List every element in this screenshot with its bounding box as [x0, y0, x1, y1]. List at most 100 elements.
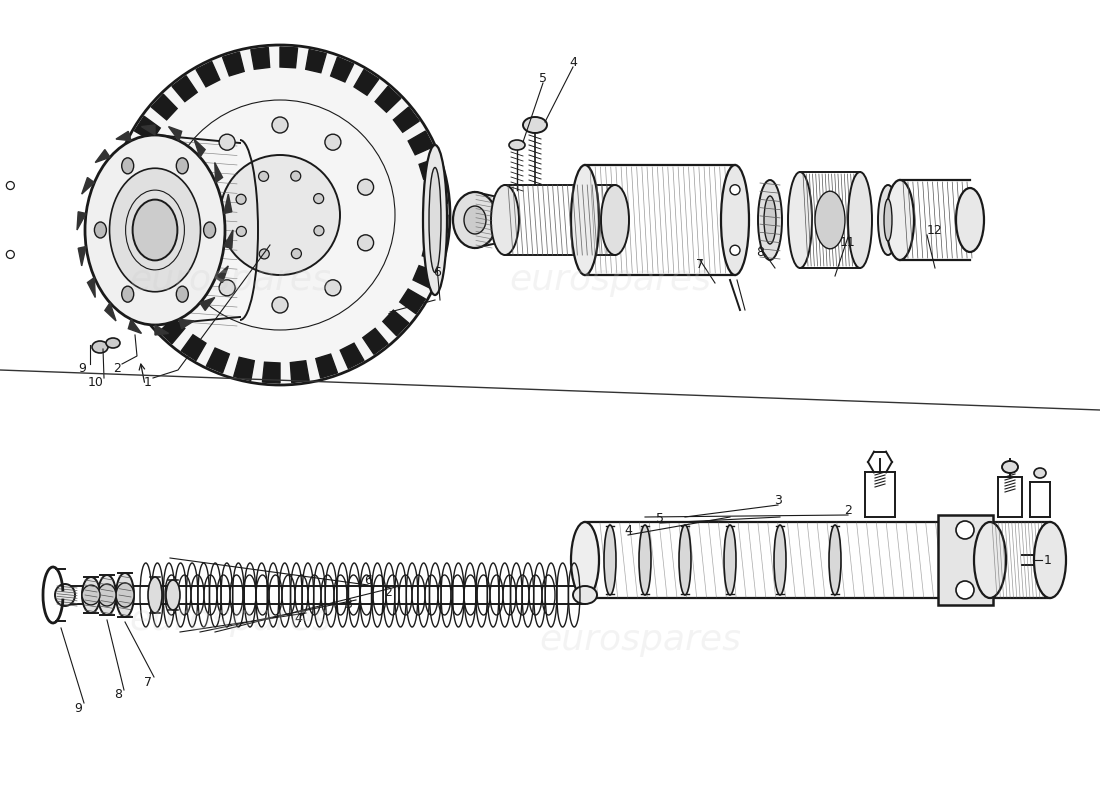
Text: 6: 6 [364, 574, 372, 586]
Circle shape [186, 179, 202, 195]
Text: eurospares: eurospares [129, 263, 331, 297]
Circle shape [314, 194, 323, 203]
Polygon shape [112, 198, 133, 215]
Text: 7: 7 [696, 258, 704, 271]
Polygon shape [214, 162, 222, 182]
Polygon shape [117, 251, 141, 273]
Polygon shape [126, 275, 152, 299]
Ellipse shape [974, 522, 1006, 598]
Text: 8: 8 [756, 246, 764, 258]
Polygon shape [196, 62, 220, 87]
Polygon shape [88, 278, 96, 298]
Text: 9: 9 [78, 362, 86, 374]
Circle shape [110, 45, 450, 385]
Circle shape [260, 249, 270, 259]
Ellipse shape [886, 180, 914, 260]
Polygon shape [263, 362, 280, 383]
Ellipse shape [176, 158, 188, 174]
Ellipse shape [204, 222, 216, 238]
Text: 3: 3 [774, 494, 782, 506]
Circle shape [272, 297, 288, 313]
Ellipse shape [98, 584, 116, 606]
Ellipse shape [122, 286, 134, 302]
Ellipse shape [758, 180, 782, 260]
Ellipse shape [424, 145, 447, 295]
Ellipse shape [110, 168, 200, 292]
Text: 4: 4 [294, 611, 301, 625]
Circle shape [324, 134, 341, 150]
Ellipse shape [1034, 468, 1046, 478]
Polygon shape [182, 334, 206, 361]
Ellipse shape [848, 172, 872, 268]
Polygon shape [160, 318, 185, 344]
Polygon shape [340, 343, 364, 369]
Text: 2: 2 [384, 586, 392, 598]
Ellipse shape [95, 222, 107, 238]
Polygon shape [331, 57, 353, 82]
Polygon shape [422, 241, 446, 262]
Text: 8: 8 [114, 689, 122, 702]
Polygon shape [316, 354, 338, 378]
Ellipse shape [573, 586, 597, 604]
Polygon shape [233, 358, 254, 381]
Ellipse shape [122, 158, 134, 174]
Text: eurospares: eurospares [509, 263, 711, 297]
Text: 9: 9 [74, 702, 81, 714]
Ellipse shape [116, 583, 134, 607]
Text: 7: 7 [144, 675, 152, 689]
Polygon shape [216, 266, 229, 282]
Ellipse shape [522, 117, 547, 133]
Polygon shape [152, 94, 177, 120]
Ellipse shape [106, 338, 120, 348]
Polygon shape [116, 131, 131, 141]
Text: 3: 3 [344, 598, 352, 611]
Circle shape [358, 235, 374, 251]
Circle shape [7, 250, 14, 258]
Ellipse shape [453, 192, 497, 248]
Text: 2: 2 [844, 503, 851, 517]
Ellipse shape [829, 525, 842, 595]
Polygon shape [375, 86, 400, 112]
Text: 2: 2 [113, 362, 121, 374]
Polygon shape [81, 178, 95, 194]
Ellipse shape [679, 525, 691, 595]
Polygon shape [134, 116, 161, 141]
Polygon shape [194, 139, 205, 158]
Ellipse shape [788, 172, 812, 268]
Ellipse shape [571, 522, 600, 598]
Circle shape [290, 171, 300, 181]
Circle shape [324, 280, 341, 296]
Polygon shape [200, 298, 214, 310]
Circle shape [220, 155, 340, 275]
Circle shape [314, 226, 323, 236]
Ellipse shape [1002, 461, 1018, 473]
Polygon shape [426, 186, 448, 205]
Polygon shape [179, 319, 194, 329]
Polygon shape [306, 50, 327, 73]
Circle shape [258, 171, 268, 182]
Circle shape [956, 521, 974, 539]
Ellipse shape [491, 185, 519, 255]
Polygon shape [251, 47, 270, 70]
Polygon shape [224, 194, 232, 214]
Text: 4: 4 [569, 55, 576, 69]
Polygon shape [427, 215, 448, 233]
Ellipse shape [639, 525, 651, 595]
Polygon shape [129, 319, 142, 334]
Ellipse shape [764, 196, 776, 244]
Polygon shape [394, 107, 419, 132]
Ellipse shape [116, 573, 134, 617]
Polygon shape [141, 298, 166, 323]
Ellipse shape [92, 341, 108, 353]
Text: 12: 12 [927, 223, 943, 237]
Circle shape [730, 246, 740, 255]
Ellipse shape [884, 199, 892, 241]
Ellipse shape [878, 185, 898, 255]
Polygon shape [419, 158, 443, 179]
Ellipse shape [604, 525, 616, 595]
Polygon shape [112, 226, 134, 244]
Text: 1: 1 [144, 375, 152, 389]
Polygon shape [114, 169, 138, 190]
Polygon shape [290, 361, 309, 382]
Circle shape [236, 226, 246, 237]
